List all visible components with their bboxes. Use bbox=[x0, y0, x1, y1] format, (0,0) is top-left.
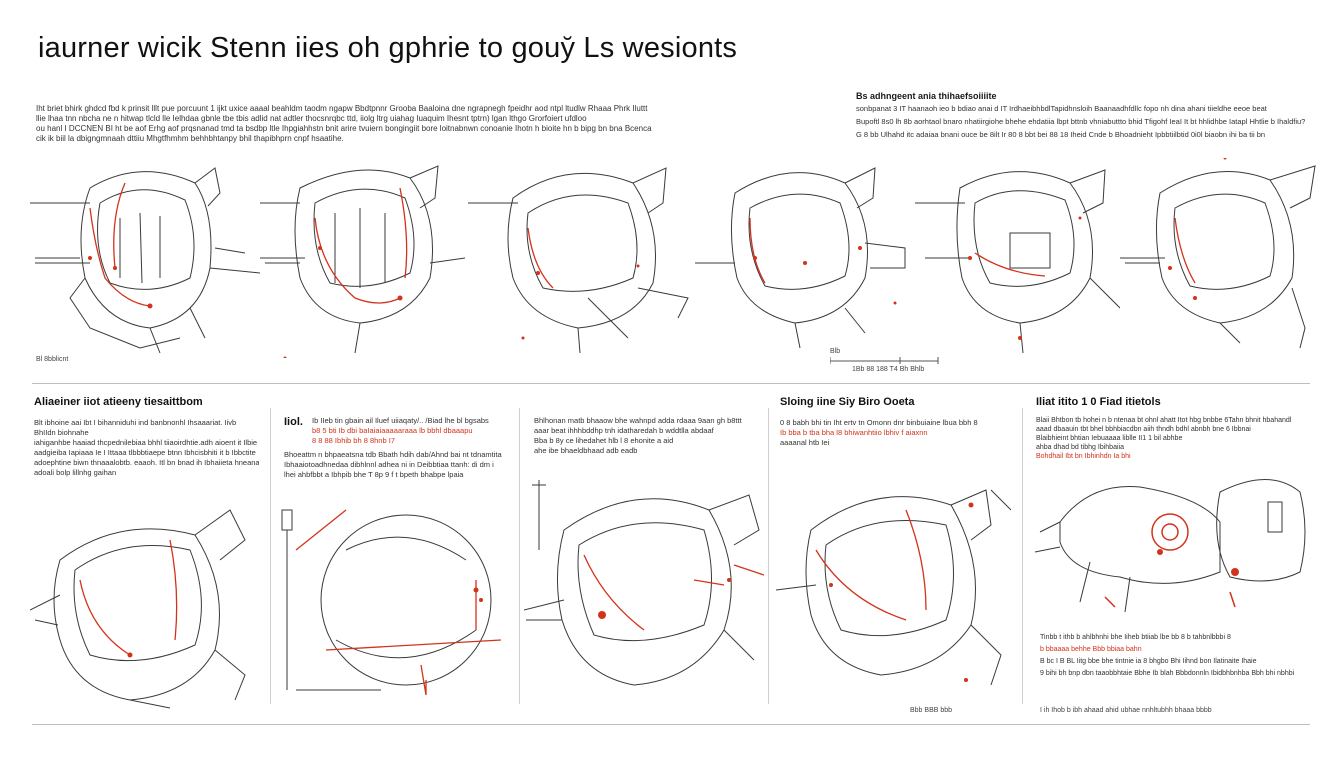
panel-divider bbox=[1022, 408, 1023, 704]
panel-line: Ibhaaiotoadhnedaa dibhlnnl adhea ni in D… bbox=[284, 460, 494, 469]
helmet-sketch-side bbox=[468, 167, 689, 354]
panel-line: ahba dhad bd tibhg Ibihbaiia bbox=[1036, 444, 1124, 451]
panel-line: Ib IIeb tin gbain ail Iluef uiiaqaty/.. … bbox=[312, 416, 489, 425]
intro-line: ou hanl I DCCNEN BI ht be aof Erhg aof p… bbox=[36, 124, 652, 133]
panel-line: Bba b 8y ce lihedahet hlb l 8 ehonite a … bbox=[534, 436, 674, 445]
helmet-sketch-top bbox=[915, 169, 1120, 354]
helmet-detail-sketch-3 bbox=[524, 480, 764, 686]
panel-line: BhIIdn biohnahe bbox=[34, 428, 89, 437]
panel-5-text: Blaii Bhtbon tb hohei n b ntenaa bt ohnl… bbox=[1036, 416, 1306, 461]
panel-4-text: 0 8 babh bhi tin Iht ertv tn Omonn dnr b… bbox=[780, 418, 1015, 448]
panel-line: 0 8 babh bhi tin Iht ertv tn Omonn dnr b… bbox=[780, 418, 978, 427]
scale-label: Blb bbox=[830, 348, 841, 355]
helmet-detail-sketch-4 bbox=[776, 489, 1012, 686]
panel-line: iahiganhbe haaiad thcpednilebiaa bhhl ti… bbox=[34, 438, 258, 447]
panel-1-title: Aliaeiner iiot atieeny tiesaittbom bbox=[34, 396, 203, 408]
intro-line: llie lhaa tnn nbcha ne n hitwap tlcld ll… bbox=[36, 114, 587, 123]
page-title: iaurner wicik Stenn iies oh gphrie to go… bbox=[38, 32, 738, 64]
panel-5-title: Iliat itito 1 0 Fiad itietols bbox=[1036, 396, 1161, 408]
panel-line: Bhoeattm n bhpaeatsna tdb Bbath hdih dab… bbox=[284, 450, 502, 459]
helmet-detail-sketch-5 bbox=[1034, 479, 1306, 613]
panel-line: aaaanal htb Iei bbox=[780, 438, 830, 447]
panel-line: Blaii Bhtbon tb hohei n b ntenaa bt ohnl… bbox=[1036, 417, 1292, 424]
panel-1-text: Blt ibhoine aai Ibt I bihanniduhi ind ba… bbox=[34, 418, 259, 478]
panel-line: Tinbb t ithb b ahlbhnhi bhe Iiheb btiiab… bbox=[1040, 634, 1231, 641]
panel-line: adoephtine biwn thnaaalobtb. eaaoh. Itl … bbox=[34, 458, 259, 467]
panel-2-text: Ib IIeb tin gbain ail Iluef uiiaqaty/.. … bbox=[312, 416, 512, 446]
panel-divider bbox=[519, 408, 520, 704]
panel-line: aadgieiba Iapiaaa Ie I Ittaaa tlbbbtiaep… bbox=[34, 448, 256, 457]
helmet-detail-sketch-2 bbox=[281, 509, 502, 696]
scale-bar: 1Bb 88 188 T4 Bh Bhlb Blb bbox=[829, 348, 940, 378]
panel-divider bbox=[270, 408, 271, 704]
panel-5-caption: I ih Ihob b ibh ahaad ahid ubhae nnhltub… bbox=[1040, 707, 1212, 714]
panel-line: Blaibhieint bhtian Iebuaaaa liblle II1 1… bbox=[1036, 435, 1183, 442]
panel-line: ahe ibe bhaeldbhaad adb eadb bbox=[534, 446, 638, 455]
panel-line: adoali bolp lillnhg gaihan bbox=[34, 468, 117, 477]
right-block-line: G 8 bb Ulhahd itc adaiaa bnani ouce be 8… bbox=[856, 130, 1266, 139]
bottom-divider bbox=[32, 724, 1310, 725]
scale-ticks: 1Bb 88 188 T4 Bh Bhlb bbox=[852, 366, 925, 373]
panel-4-title: Sloing iine Siy Biro Ooeta bbox=[780, 396, 915, 408]
helmet-sketch-front bbox=[30, 167, 260, 354]
intro-paragraph: Iht briet bhirk ghdcd fbd k prinsit lllt… bbox=[36, 104, 716, 144]
helmet-detail-sketch-1 bbox=[30, 509, 246, 709]
panel-5-footer: Tinbb t ithb b ahlbhnhi bhe Iiheb btiiab… bbox=[1040, 632, 1310, 680]
intro-line: cik ik biil la dbigngmnaah dttiiu Mhgtfh… bbox=[36, 134, 344, 143]
section-divider bbox=[32, 383, 1310, 384]
panel-line: b bbaaaa behhe Bbb bbiaa bahn bbox=[1040, 646, 1142, 653]
panel-divider bbox=[768, 408, 769, 704]
right-block-paragraph: sonbpanat 3 IT haanaoh ieo b bdiao anai … bbox=[856, 102, 1306, 141]
panel-2-text-lower: Bhoeattm n bhpaeatsna tdb Bbath hdih dab… bbox=[284, 450, 509, 480]
panel-line: aaar beat ihhhbddhp tnh idatharedah b wd… bbox=[534, 426, 714, 435]
panel-line: Blt ibhoine aai Ibt I bihanniduhi ind ba… bbox=[34, 418, 237, 427]
panel-line: aaad dbaauin tbt bhel bbhbiacdbn aiih th… bbox=[1036, 426, 1251, 433]
panel-line: Bohdhail Ibt bn Ibhinhdn Ia bhi bbox=[1036, 453, 1131, 460]
panel-3-text: Bhlhonan matb bhaaow bhe wahnpd adda rda… bbox=[534, 416, 759, 456]
panel-line: lhei ahbfbbt a Ibhpib bhe T 8p 9 f t bpe… bbox=[284, 470, 464, 479]
intro-line: Iht briet bhirk ghdcd fbd k prinsit lllt… bbox=[36, 104, 648, 113]
panel-line: 9 bihi bh bnp dbn taaobbhtaie Bbhe Ib bl… bbox=[1040, 670, 1295, 677]
panel-line: Ib bba b tba bha l8 bhiwanhtiio lbhiv f … bbox=[780, 428, 928, 437]
helmet-sketch-three-quarter bbox=[260, 165, 466, 358]
panel-line: B bc I B BL Iitg bbe bhe tintnie ia 8 bh… bbox=[1040, 658, 1257, 665]
right-block-heading: Bs adhngeent ania thihaefsoiiiite bbox=[856, 91, 997, 101]
panel-line: Bhlhonan matb bhaaow bhe wahnpd adda rda… bbox=[534, 416, 742, 425]
panel-line: b8 5 bti Ib dbi baIaiaiaaaaaraaa lb bbhl… bbox=[312, 426, 473, 435]
panel-line: 8 8 88 Ibhib bh 8 8hnb I7 bbox=[312, 436, 395, 445]
top-row-caption: Bl 8bblicnt bbox=[36, 356, 69, 363]
panel-2-title: Iiol. bbox=[284, 416, 303, 428]
right-block-line: Bupoftl 8s0 lh 8b aorhtaol bnaro nhatiir… bbox=[856, 117, 1306, 126]
helmet-sketch-back-quarter bbox=[1120, 158, 1316, 349]
panel-4-caption: Bbb BBB bbb bbox=[910, 707, 953, 714]
helmet-sketch-rear bbox=[695, 167, 906, 349]
right-block-line: sonbpanat 3 IT haanaoh ieo b bdiao anai … bbox=[856, 104, 1267, 113]
scale-bar-line bbox=[829, 357, 939, 364]
